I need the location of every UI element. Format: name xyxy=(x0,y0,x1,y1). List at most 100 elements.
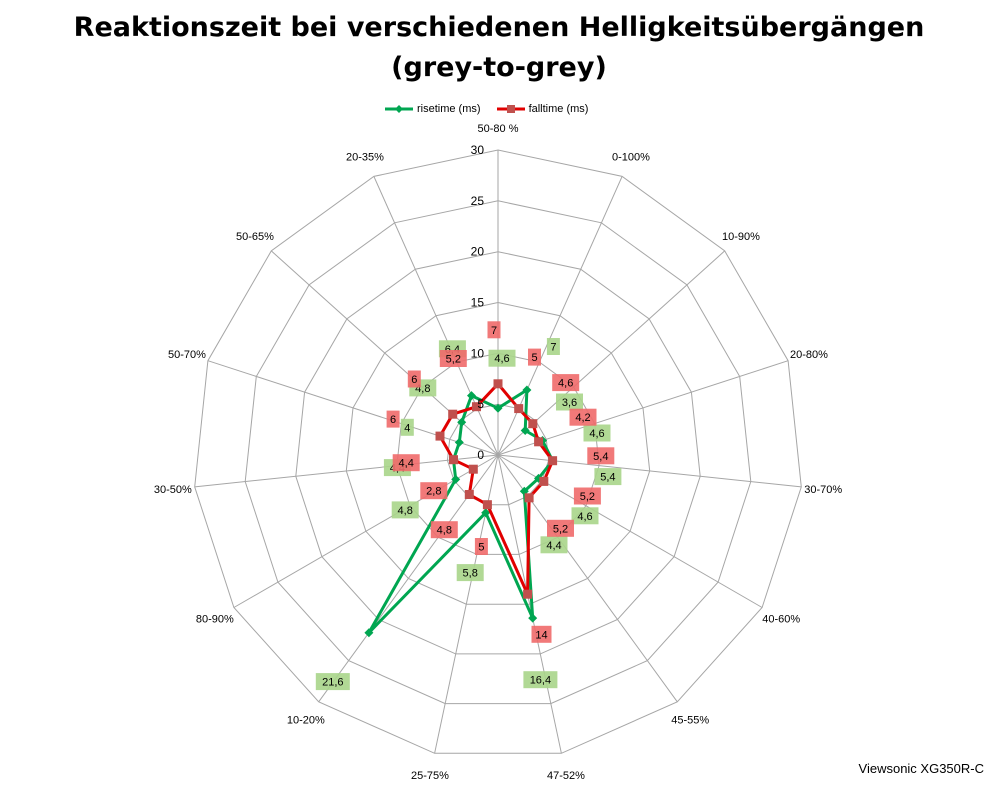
legend-swatch-falltime xyxy=(496,105,525,113)
risetime-label: 5,8 xyxy=(463,568,478,580)
falltime-point xyxy=(493,379,503,389)
series-group xyxy=(364,379,558,638)
falltime-label: 5 xyxy=(478,542,484,554)
falltime-label-box xyxy=(531,625,552,643)
risetime-label: 4,4 xyxy=(546,540,561,552)
spoke-13 xyxy=(207,360,499,456)
risetime-point xyxy=(454,437,464,447)
data-labels: 4,6 7 3,6 4,6 5,4 4,6 4,4 16,4 5,8 21,6 4,8 4,4 4 4,8… xyxy=(315,321,622,691)
risetime-label: 4,6 xyxy=(589,428,604,440)
tick-label: 5 xyxy=(477,397,484,411)
falltime-point xyxy=(534,437,544,447)
risetime-label-box xyxy=(594,468,622,486)
risetime-label-box xyxy=(391,501,419,519)
falltime-label-box xyxy=(474,538,488,555)
spoke-4 xyxy=(497,360,789,456)
tick-label: 15 xyxy=(471,296,485,310)
risetime-label: 16,4 xyxy=(530,675,551,687)
tick-label: 0 xyxy=(477,448,484,462)
grid-ring-20 xyxy=(295,251,701,655)
falltime-label: 5,4 xyxy=(593,451,608,463)
falltime-label-box xyxy=(573,487,601,505)
falltime-label-box xyxy=(407,370,421,388)
grid-ring-10 xyxy=(396,352,600,555)
category-label: 30-50% xyxy=(154,484,192,496)
category-label: 40-60% xyxy=(762,614,800,626)
grid-ring-5 xyxy=(446,403,550,506)
category-label: 10-20% xyxy=(287,715,325,727)
falltime-label-box xyxy=(392,454,420,472)
grid-ring-30 xyxy=(194,149,802,754)
tick-labels: 0 5 10 15 20 25 30 xyxy=(471,143,485,462)
legend-item-risetime: risetime (ms) xyxy=(385,103,481,115)
legend-label-falltime: falltime (ms) xyxy=(528,103,589,115)
falltime-point xyxy=(449,455,458,465)
falltime-label: 4,8 xyxy=(437,525,452,537)
risetime-label-box xyxy=(556,393,583,411)
risetime-label-box xyxy=(583,424,611,442)
risetime-point xyxy=(493,403,503,413)
falltime-point xyxy=(528,419,538,429)
risetime-point xyxy=(364,628,374,638)
risetime-label: 21,6 xyxy=(322,677,343,689)
falltime-label-box xyxy=(552,374,580,392)
legend-swatch-risetime xyxy=(385,105,413,113)
falltime-point xyxy=(539,476,549,486)
risetime-point xyxy=(522,385,532,395)
risetime-label-box xyxy=(523,671,558,689)
risetime-label-box xyxy=(456,564,484,582)
tick-label: 20 xyxy=(471,245,485,259)
risetime-point xyxy=(467,391,476,401)
risetime-label: 3,6 xyxy=(562,397,577,409)
risetime-label-box xyxy=(540,536,568,554)
risetime-label-box xyxy=(315,673,350,691)
risetime-point xyxy=(457,417,467,427)
chart-title: Reaktionszeit bei verschiedenen Helligke… xyxy=(0,8,998,88)
category-label: 50-70% xyxy=(168,349,206,361)
category-label: 30-70% xyxy=(804,484,842,496)
falltime-point xyxy=(464,490,474,499)
falltime-label: 2,8 xyxy=(426,486,441,498)
falltime-point xyxy=(472,402,481,412)
risetime-label: 4,6 xyxy=(494,353,509,365)
risetime-point xyxy=(520,426,530,435)
category-label: 20-35% xyxy=(346,151,384,163)
tick-label: 25 xyxy=(471,194,485,208)
falltime-label-box xyxy=(569,408,597,426)
falltime-point xyxy=(548,456,558,466)
falltime-label: 4,2 xyxy=(575,412,590,424)
falltime-point xyxy=(468,464,478,474)
category-label: 20-80% xyxy=(790,349,828,361)
grid-ring-15 xyxy=(345,301,651,605)
risetime-label: 7 xyxy=(550,342,556,354)
tick-label: 10 xyxy=(471,346,485,360)
radar-grid xyxy=(194,149,802,754)
category-label: 47-52% xyxy=(547,770,585,782)
series-line-risetime xyxy=(367,388,555,635)
falltime-point xyxy=(482,500,492,510)
falltime-label: 5,2 xyxy=(553,523,568,535)
falltime-point xyxy=(523,589,533,599)
falltime-point xyxy=(435,431,445,441)
falltime-label: 4,4 xyxy=(399,458,414,470)
falltime-label: 5,2 xyxy=(446,354,461,366)
risetime-point xyxy=(481,508,491,518)
falltime-label: 14 xyxy=(535,629,547,641)
falltime-label-box xyxy=(587,447,615,465)
falltime-point xyxy=(514,404,524,414)
risetime-label: 4,8 xyxy=(398,505,413,517)
risetime-label-box xyxy=(546,338,560,355)
risetime-label: 4 xyxy=(404,422,410,434)
falltime-label: 7 xyxy=(491,325,497,337)
spoke-12 xyxy=(194,454,499,488)
falltime-label: 5 xyxy=(531,352,537,364)
risetime-label: 5,4 xyxy=(600,472,615,484)
falltime-label-box xyxy=(439,350,467,367)
falltime-label: 6 xyxy=(390,414,396,426)
chart-title-line-2: (grey-to-grey) xyxy=(391,52,607,83)
watermark: Viewsonic XG350R-C xyxy=(858,761,984,776)
risetime-point xyxy=(528,613,538,623)
tick-label: 30 xyxy=(471,143,485,157)
falltime-label-box xyxy=(487,321,501,339)
